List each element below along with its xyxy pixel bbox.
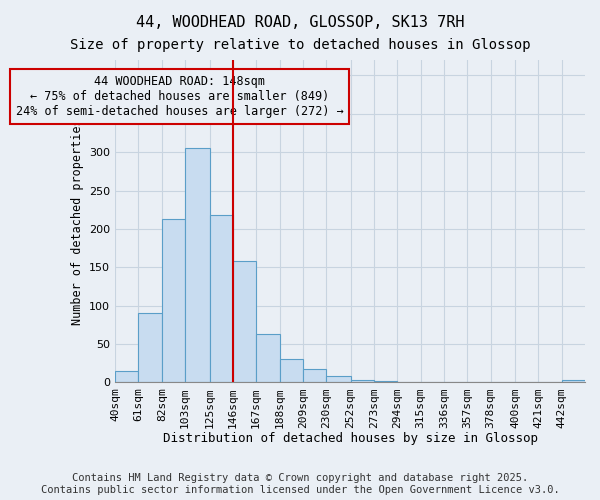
Y-axis label: Number of detached properties: Number of detached properties xyxy=(71,118,83,324)
Text: Size of property relative to detached houses in Glossop: Size of property relative to detached ho… xyxy=(70,38,530,52)
Bar xyxy=(280,360,303,382)
Bar xyxy=(374,381,397,382)
Bar xyxy=(303,368,326,382)
Text: 44 WOODHEAD ROAD: 148sqm
← 75% of detached houses are smaller (849)
24% of semi-: 44 WOODHEAD ROAD: 148sqm ← 75% of detach… xyxy=(16,76,343,118)
Bar xyxy=(350,380,374,382)
Bar xyxy=(115,371,139,382)
Bar xyxy=(185,148,209,382)
Text: Contains HM Land Registry data © Crown copyright and database right 2025.
Contai: Contains HM Land Registry data © Crown c… xyxy=(41,474,559,495)
Bar xyxy=(326,376,350,382)
Bar xyxy=(256,334,280,382)
Bar xyxy=(162,219,185,382)
Bar xyxy=(562,380,585,382)
Bar xyxy=(139,314,162,382)
Bar xyxy=(209,215,233,382)
X-axis label: Distribution of detached houses by size in Glossop: Distribution of detached houses by size … xyxy=(163,432,538,445)
Bar xyxy=(233,261,256,382)
Text: 44, WOODHEAD ROAD, GLOSSOP, SK13 7RH: 44, WOODHEAD ROAD, GLOSSOP, SK13 7RH xyxy=(136,15,464,30)
